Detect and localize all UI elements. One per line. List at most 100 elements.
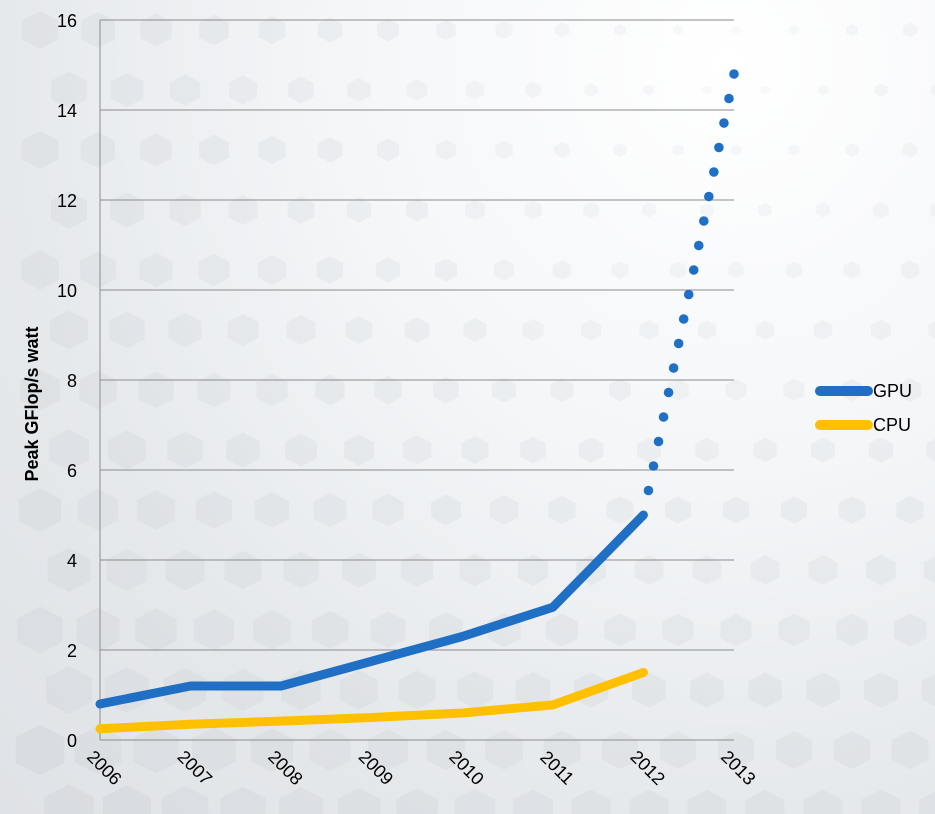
bg-hex: [21, 130, 59, 170]
bg-hex: [256, 373, 288, 407]
bg-hex: [252, 610, 292, 650]
projection-dot-gpu: [658, 412, 669, 422]
bg-hex: [258, 135, 286, 165]
bg-hex: [44, 784, 94, 814]
bg-hex: [808, 555, 838, 585]
legend-swatch-gpu: [815, 386, 873, 396]
bg-hex: [730, 144, 742, 156]
projection-dot-gpu: [683, 289, 694, 300]
projection-dot-gpu: [729, 69, 739, 79]
projection-dot-gpu: [643, 485, 654, 496]
bg-hex: [775, 731, 813, 769]
bg-hex: [316, 256, 344, 284]
bg-hex: [928, 321, 935, 339]
bg-hex: [461, 436, 489, 464]
bg-hex: [813, 320, 833, 340]
bg-hex: [659, 731, 697, 769]
bg-hex: [133, 726, 179, 774]
bg-hex: [228, 195, 258, 225]
bg-hex: [288, 76, 314, 104]
bg-hex: [836, 613, 868, 647]
bg-hex: [634, 555, 664, 585]
bg-hex: [250, 728, 294, 772]
bg-hex: [77, 489, 119, 531]
bg-hex: [783, 379, 805, 401]
projection-dot-gpu: [724, 93, 734, 104]
bg-hex: [169, 74, 201, 106]
bg-hex: [520, 436, 546, 464]
gridlines: [99, 19, 734, 741]
bg-hex: [51, 71, 87, 109]
bg-hex: [406, 79, 428, 101]
bg-hex: [258, 16, 286, 44]
bg-hex: [806, 672, 840, 708]
bg-hex: [279, 787, 323, 814]
bg-hex: [753, 437, 777, 463]
bg-hex: [344, 434, 374, 466]
bg-hex: [167, 431, 203, 469]
y-axis-label: Peak GFlop/s watt: [22, 326, 42, 481]
bg-hex: [402, 435, 432, 465]
bg-hex: [815, 202, 831, 218]
bg-hex: [337, 787, 381, 814]
bg-hex: [346, 197, 372, 223]
bg-hex: [545, 613, 579, 647]
bg-hex: [110, 192, 144, 228]
bg-hex: [896, 495, 924, 525]
bg-hex: [493, 259, 515, 281]
bg-hex: [745, 789, 785, 814]
bg-hex: [700, 203, 714, 217]
bg-hex: [285, 433, 317, 467]
bg-hex: [639, 320, 659, 340]
bg-hex: [720, 613, 752, 647]
x-tick-label: 2011: [536, 747, 578, 789]
bg-hex: [845, 143, 859, 157]
bg-hex: [843, 261, 861, 279]
bg-hex: [702, 85, 712, 95]
bg-hex: [135, 608, 177, 652]
projection-dot-gpu: [688, 265, 699, 275]
projection-dot-gpu: [668, 363, 679, 373]
bg-hex: [80, 251, 116, 289]
bg-hex: [548, 495, 576, 525]
bg-hex: [138, 371, 174, 409]
bg-hex: [748, 672, 782, 708]
bg-hex: [893, 613, 927, 647]
bg-hex: [695, 437, 719, 463]
bg-hex: [433, 376, 459, 404]
projection-dot-gpu: [693, 240, 704, 251]
y-tick-label: 8: [67, 371, 77, 391]
y-tick-label: 0: [67, 731, 77, 751]
bg-hex: [803, 789, 843, 814]
bg-hex: [313, 493, 347, 527]
bg-hex: [833, 731, 871, 769]
bg-hex: [785, 261, 803, 279]
bg-hex: [192, 727, 236, 773]
bg-hex: [690, 672, 724, 708]
bg-hex: [731, 25, 741, 35]
bg-hex: [345, 316, 373, 344]
projection-dot-gpu: [673, 338, 684, 349]
bg-hex: [140, 133, 172, 167]
bg-hex: [891, 730, 929, 770]
bg-hex: [554, 22, 570, 38]
bg-hex: [139, 252, 173, 288]
bg-hex: [339, 670, 379, 710]
bg-hex: [347, 78, 371, 102]
bg-hex: [930, 203, 935, 217]
bg-hex: [609, 378, 631, 402]
bg-hex: [513, 789, 553, 814]
projection-dot-gpu: [699, 216, 709, 226]
x-tick-label: 2008: [264, 747, 306, 789]
bg-hex: [838, 496, 866, 524]
bg-hex: [50, 310, 88, 350]
legend: GPU CPU: [815, 374, 912, 442]
bg-hex: [463, 318, 487, 342]
projection-dot-gpu: [719, 118, 729, 128]
y-tick-label: 10: [57, 281, 77, 301]
bg-hex: [863, 672, 899, 708]
bg-hex: [465, 80, 485, 100]
projection-dot-gpu: [704, 191, 714, 202]
bg-hex: [47, 547, 91, 593]
bg-hex: [21, 250, 59, 290]
